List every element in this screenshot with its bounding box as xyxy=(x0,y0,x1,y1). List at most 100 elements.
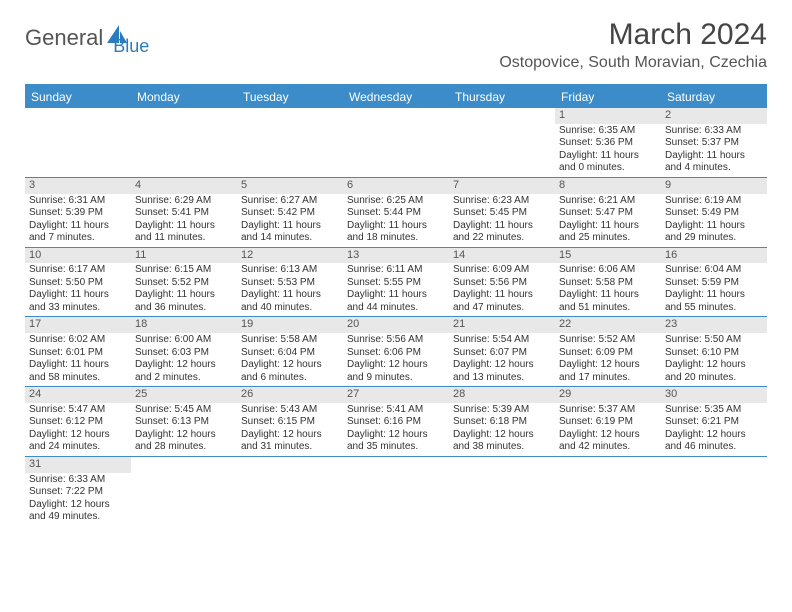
day-info: Sunrise: 6:25 AMSunset: 5:44 PMDaylight:… xyxy=(343,194,449,245)
day-info-line: Daylight: 12 hours xyxy=(135,359,233,372)
day-info-line: Daylight: 11 hours xyxy=(135,289,233,302)
day-info-line: Sunset: 6:19 PM xyxy=(559,416,657,429)
day-info-line: and 42 minutes. xyxy=(559,441,657,454)
day-info: Sunrise: 5:52 AMSunset: 6:09 PMDaylight:… xyxy=(555,333,661,384)
header: General Blue March 2024 Ostopovice, Sout… xyxy=(0,0,792,80)
day-info: Sunrise: 6:13 AMSunset: 5:53 PMDaylight:… xyxy=(237,263,343,314)
day-info-line: Sunset: 5:56 PM xyxy=(453,277,551,290)
day-info-line: Sunrise: 6:35 AM xyxy=(559,125,657,138)
day-number: 23 xyxy=(661,317,767,333)
dow-cell: Friday xyxy=(555,86,661,108)
day-info-line: Daylight: 11 hours xyxy=(665,150,763,163)
week-row: 31Sunrise: 6:33 AMSunset: 7:22 PMDayligh… xyxy=(25,457,767,526)
day-info-line: and 22 minutes. xyxy=(453,232,551,245)
week-row: 1Sunrise: 6:35 AMSunset: 5:36 PMDaylight… xyxy=(25,108,767,178)
day-info-line: Sunrise: 6:25 AM xyxy=(347,195,445,208)
day-info-line: Sunrise: 5:58 AM xyxy=(241,334,339,347)
day-cell: 28Sunrise: 5:39 AMSunset: 6:18 PMDayligh… xyxy=(449,387,555,456)
day-info: Sunrise: 5:43 AMSunset: 6:15 PMDaylight:… xyxy=(237,403,343,454)
day-cell: 11Sunrise: 6:15 AMSunset: 5:52 PMDayligh… xyxy=(131,248,237,317)
day-info-line: and 31 minutes. xyxy=(241,441,339,454)
day-info: Sunrise: 5:47 AMSunset: 6:12 PMDaylight:… xyxy=(25,403,131,454)
day-info-line: Sunrise: 6:15 AM xyxy=(135,264,233,277)
dow-header-row: Sunday Monday Tuesday Wednesday Thursday… xyxy=(25,86,767,108)
empty-day-cell xyxy=(343,457,449,526)
day-number: 4 xyxy=(131,178,237,194)
day-info-line: Daylight: 11 hours xyxy=(665,220,763,233)
day-info-line: and 46 minutes. xyxy=(665,441,763,454)
day-info-line: Daylight: 12 hours xyxy=(347,429,445,442)
day-info-line: and 0 minutes. xyxy=(559,162,657,175)
day-info-line: Sunrise: 5:47 AM xyxy=(29,404,127,417)
day-number: 25 xyxy=(131,387,237,403)
day-number: 15 xyxy=(555,248,661,264)
day-number: 7 xyxy=(449,178,555,194)
logo-text-a: General xyxy=(25,25,103,51)
day-info-line: Sunset: 6:09 PM xyxy=(559,347,657,360)
empty-day-cell xyxy=(343,108,449,177)
day-info-line: Sunset: 6:16 PM xyxy=(347,416,445,429)
day-info-line: Sunset: 5:41 PM xyxy=(135,207,233,220)
week-row: 10Sunrise: 6:17 AMSunset: 5:50 PMDayligh… xyxy=(25,248,767,318)
day-info-line: Daylight: 11 hours xyxy=(453,220,551,233)
empty-day-cell xyxy=(449,457,555,526)
day-info-line: and 11 minutes. xyxy=(135,232,233,245)
day-cell: 20Sunrise: 5:56 AMSunset: 6:06 PMDayligh… xyxy=(343,317,449,386)
day-info-line: Sunset: 5:39 PM xyxy=(29,207,127,220)
day-info-line: Daylight: 11 hours xyxy=(29,359,127,372)
day-number: 18 xyxy=(131,317,237,333)
day-info: Sunrise: 5:58 AMSunset: 6:04 PMDaylight:… xyxy=(237,333,343,384)
day-number: 13 xyxy=(343,248,449,264)
day-info-line: Sunrise: 6:31 AM xyxy=(29,195,127,208)
day-number: 17 xyxy=(25,317,131,333)
day-info-line: Daylight: 12 hours xyxy=(665,359,763,372)
day-info-line: Daylight: 12 hours xyxy=(135,429,233,442)
day-number: 11 xyxy=(131,248,237,264)
day-info-line: Daylight: 11 hours xyxy=(559,220,657,233)
day-info-line: and 9 minutes. xyxy=(347,372,445,385)
day-cell: 14Sunrise: 6:09 AMSunset: 5:56 PMDayligh… xyxy=(449,248,555,317)
day-info-line: and 28 minutes. xyxy=(135,441,233,454)
day-info-line: Sunset: 5:52 PM xyxy=(135,277,233,290)
week-row: 17Sunrise: 6:02 AMSunset: 6:01 PMDayligh… xyxy=(25,317,767,387)
day-info-line: Daylight: 11 hours xyxy=(347,289,445,302)
day-info-line: Daylight: 12 hours xyxy=(453,429,551,442)
day-info-line: and 40 minutes. xyxy=(241,302,339,315)
day-info-line: Sunrise: 5:43 AM xyxy=(241,404,339,417)
page-title: March 2024 xyxy=(499,18,767,52)
day-info-line: and 44 minutes. xyxy=(347,302,445,315)
day-info-line: and 35 minutes. xyxy=(347,441,445,454)
day-info-line: Sunrise: 6:06 AM xyxy=(559,264,657,277)
day-cell: 19Sunrise: 5:58 AMSunset: 6:04 PMDayligh… xyxy=(237,317,343,386)
day-info-line: Daylight: 12 hours xyxy=(453,359,551,372)
day-info-line: and 20 minutes. xyxy=(665,372,763,385)
day-info-line: and 25 minutes. xyxy=(559,232,657,245)
day-cell: 21Sunrise: 5:54 AMSunset: 6:07 PMDayligh… xyxy=(449,317,555,386)
day-number: 5 xyxy=(237,178,343,194)
day-info-line: Sunrise: 6:23 AM xyxy=(453,195,551,208)
day-info: Sunrise: 5:35 AMSunset: 6:21 PMDaylight:… xyxy=(661,403,767,454)
day-info-line: and 17 minutes. xyxy=(559,372,657,385)
day-info-line: Daylight: 11 hours xyxy=(29,220,127,233)
day-info-line: and 38 minutes. xyxy=(453,441,551,454)
day-info-line: Sunset: 5:36 PM xyxy=(559,137,657,150)
empty-day-cell xyxy=(449,108,555,177)
day-cell: 12Sunrise: 6:13 AMSunset: 5:53 PMDayligh… xyxy=(237,248,343,317)
day-info-line: Sunset: 7:22 PM xyxy=(29,486,127,499)
weeks-container: 1Sunrise: 6:35 AMSunset: 5:36 PMDaylight… xyxy=(25,108,767,526)
empty-day-cell xyxy=(131,457,237,526)
day-info-line: Sunset: 5:44 PM xyxy=(347,207,445,220)
day-info-line: and 51 minutes. xyxy=(559,302,657,315)
day-cell: 26Sunrise: 5:43 AMSunset: 6:15 PMDayligh… xyxy=(237,387,343,456)
day-cell: 29Sunrise: 5:37 AMSunset: 6:19 PMDayligh… xyxy=(555,387,661,456)
day-info-line: Daylight: 12 hours xyxy=(29,429,127,442)
day-info-line: and 24 minutes. xyxy=(29,441,127,454)
day-info-line: Sunrise: 5:35 AM xyxy=(665,404,763,417)
day-number: 22 xyxy=(555,317,661,333)
day-cell: 10Sunrise: 6:17 AMSunset: 5:50 PMDayligh… xyxy=(25,248,131,317)
day-cell: 25Sunrise: 5:45 AMSunset: 6:13 PMDayligh… xyxy=(131,387,237,456)
day-info-line: Sunset: 5:47 PM xyxy=(559,207,657,220)
day-info: Sunrise: 5:56 AMSunset: 6:06 PMDaylight:… xyxy=(343,333,449,384)
day-info-line: Sunset: 5:49 PM xyxy=(665,207,763,220)
day-info-line: Sunrise: 6:13 AM xyxy=(241,264,339,277)
